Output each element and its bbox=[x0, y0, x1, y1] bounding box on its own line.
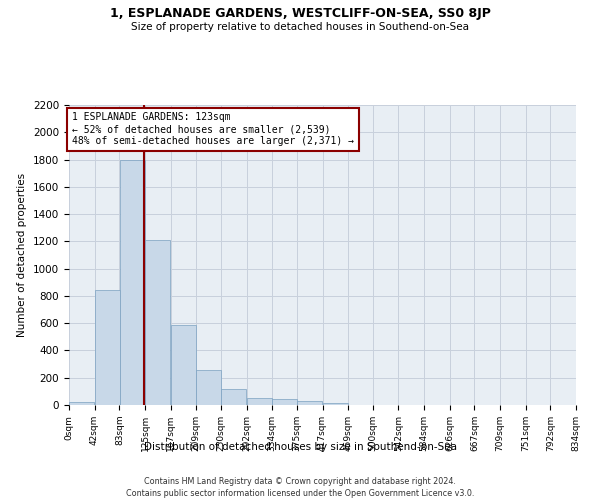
Text: 1 ESPLANADE GARDENS: 123sqm
← 52% of detached houses are smaller (2,539)
48% of : 1 ESPLANADE GARDENS: 123sqm ← 52% of det… bbox=[72, 112, 354, 146]
Bar bbox=[69, 402, 94, 405]
Bar bbox=[145, 240, 170, 405]
Text: Contains HM Land Registry data © Crown copyright and database right 2024.: Contains HM Land Registry data © Crown c… bbox=[144, 478, 456, 486]
Y-axis label: Number of detached properties: Number of detached properties bbox=[17, 173, 28, 337]
Text: Contains public sector information licensed under the Open Government Licence v3: Contains public sector information licen… bbox=[126, 489, 474, 498]
Bar bbox=[171, 324, 196, 405]
Bar bbox=[247, 398, 272, 405]
Bar bbox=[196, 370, 221, 405]
Bar bbox=[120, 160, 145, 405]
Bar bbox=[221, 390, 246, 405]
Bar bbox=[272, 399, 298, 405]
Bar bbox=[95, 290, 120, 405]
Text: 1, ESPLANADE GARDENS, WESTCLIFF-ON-SEA, SS0 8JP: 1, ESPLANADE GARDENS, WESTCLIFF-ON-SEA, … bbox=[110, 8, 490, 20]
Bar bbox=[297, 401, 322, 405]
Text: Size of property relative to detached houses in Southend-on-Sea: Size of property relative to detached ho… bbox=[131, 22, 469, 32]
Bar bbox=[323, 403, 348, 405]
Text: Distribution of detached houses by size in Southend-on-Sea: Distribution of detached houses by size … bbox=[143, 442, 457, 452]
